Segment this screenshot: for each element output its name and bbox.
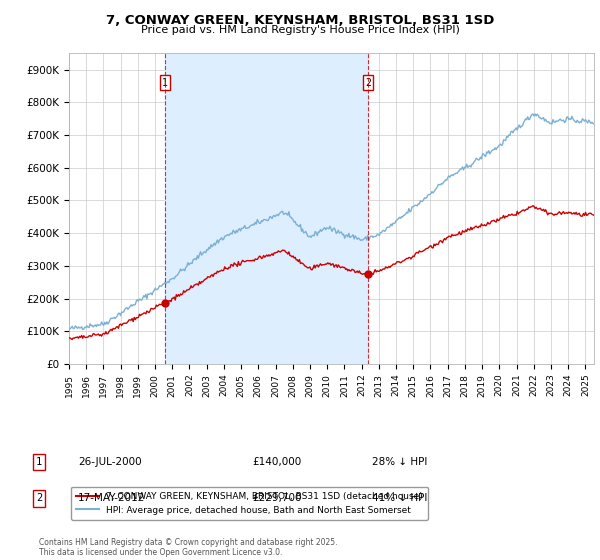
Text: Contains HM Land Registry data © Crown copyright and database right 2025.
This d: Contains HM Land Registry data © Crown c… bbox=[39, 538, 337, 557]
Text: 28% ↓ HPI: 28% ↓ HPI bbox=[372, 457, 427, 467]
Text: 41% ↓ HPI: 41% ↓ HPI bbox=[372, 493, 427, 503]
Bar bbox=[165, 53, 368, 364]
Legend: 7, CONWAY GREEN, KEYNSHAM, BRISTOL, BS31 1SD (detached house), HPI: Average pric: 7, CONWAY GREEN, KEYNSHAM, BRISTOL, BS31… bbox=[71, 487, 428, 520]
Text: 26-JUL-2000: 26-JUL-2000 bbox=[78, 457, 142, 467]
Text: 1: 1 bbox=[36, 457, 42, 467]
Text: £140,000: £140,000 bbox=[252, 457, 301, 467]
Text: 2: 2 bbox=[365, 78, 371, 88]
Text: £229,700: £229,700 bbox=[252, 493, 302, 503]
Text: 7, CONWAY GREEN, KEYNSHAM, BRISTOL, BS31 1SD: 7, CONWAY GREEN, KEYNSHAM, BRISTOL, BS31… bbox=[106, 14, 494, 27]
Text: 1: 1 bbox=[162, 78, 168, 88]
Text: 17-MAY-2012: 17-MAY-2012 bbox=[78, 493, 145, 503]
Text: Price paid vs. HM Land Registry's House Price Index (HPI): Price paid vs. HM Land Registry's House … bbox=[140, 25, 460, 35]
Text: 2: 2 bbox=[36, 493, 42, 503]
